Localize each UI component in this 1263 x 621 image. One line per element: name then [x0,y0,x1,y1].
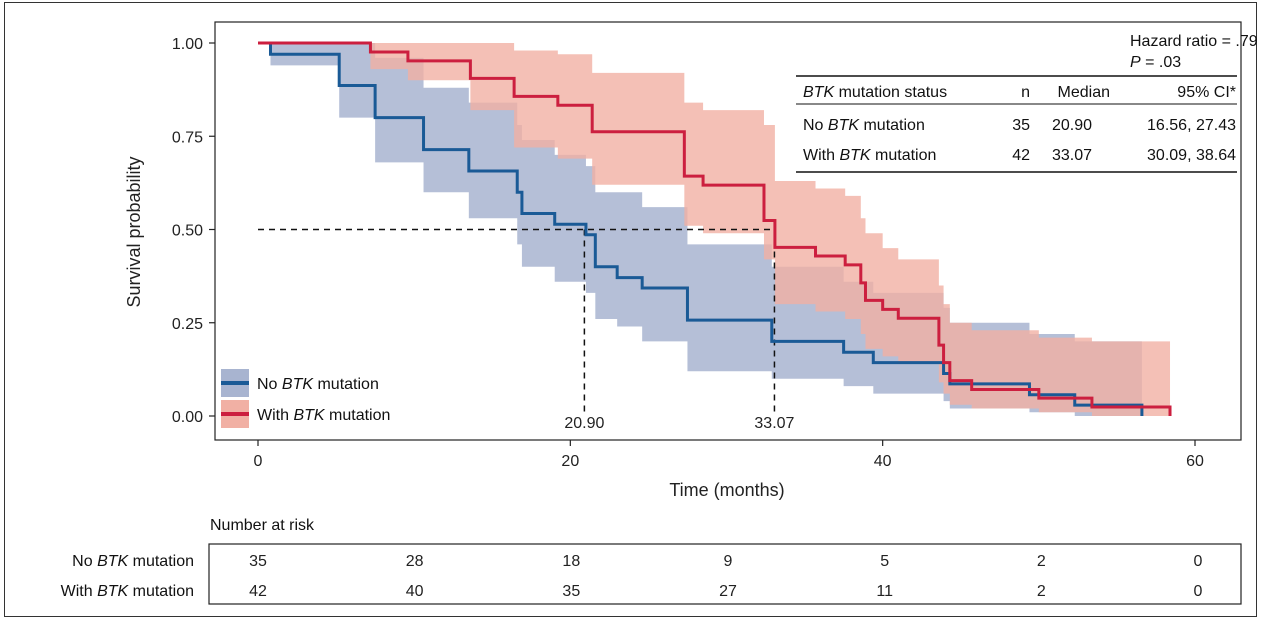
legend-label-with-mutation: With BTK mutation [257,407,390,424]
x-tick-label-2: 40 [874,453,892,470]
risk-value-with_mut-0: 42 [249,583,267,600]
curve-with_mut [258,41,1172,416]
risk-value-with_mut-6: 0 [1194,583,1203,600]
x-tick-label-0: 0 [254,453,263,470]
risk-row-label-with-mutation: With BTK mutation [61,583,194,600]
x-tick-label-3: 60 [1186,453,1204,470]
y-tick-label-0: 0.00 [172,409,203,426]
legend-label-no-mutation: No BTK mutation [257,376,379,393]
median-label-no-mutation: 20.90 [564,415,604,432]
stats-row-no-median: 20.90 [1052,117,1092,134]
stats-header-n: n [1021,84,1030,101]
stats-row-no-n: 35 [1012,117,1030,134]
stats-row-with-median: 33.07 [1052,147,1092,164]
risk-table-values: 35 28 18 9 5 2 0 42 40 35 27 11 2 0 [249,553,1202,600]
p-value-text: P = .03 [1130,54,1181,71]
risk-value-no_mut-6: 0 [1194,553,1203,570]
risk-value-no_mut-3: 9 [724,553,733,570]
stats-row-no-ci: 16.56, 27.43 [1147,117,1236,134]
risk-table-title: Number at risk [210,517,315,534]
median-label-with-mutation: 33.07 [754,415,794,432]
stats-header-ci: 95% CI* [1177,84,1236,101]
risk-value-no_mut-5: 2 [1037,553,1046,570]
risk-row-label-no-mutation: No BTK mutation [72,553,194,570]
risk-value-with_mut-1: 40 [406,583,424,600]
y-axis-title: Survival probability [124,156,144,307]
hazard-ratio-text: Hazard ratio = .79 [1130,33,1258,50]
y-tick-label-2: 0.50 [172,223,203,240]
risk-value-no_mut-0: 35 [249,553,267,570]
risk-value-with_mut-5: 2 [1037,583,1046,600]
risk-value-no_mut-4: 5 [880,553,889,570]
risk-table-box [208,543,1242,605]
stats-row-no-label: No BTK mutation [803,117,925,134]
risk-value-with_mut-2: 35 [562,583,580,600]
stats-header-status: BTK mutation status [803,84,947,101]
y-axis: 0.00 0.25 0.50 0.75 1.00 [172,36,215,426]
p-value: = .03 [1141,54,1182,71]
risk-value-with_mut-4: 11 [876,583,893,600]
stats-table: Hazard ratio = .79 P = .03 BTK mutation … [796,33,1258,173]
x-axis: 0 20 40 60 [254,440,1204,470]
y-tick-label-4: 1.00 [172,36,203,53]
stats-header-gene: BTK [803,84,835,101]
risk-value-no_mut-1: 28 [406,553,424,570]
x-tick-label-1: 20 [561,453,579,470]
stats-header-rest: mutation status [834,84,947,101]
p-label: P [1130,54,1141,71]
risk-value-no_mut-2: 18 [562,553,580,570]
y-tick-label-1: 0.25 [172,316,203,333]
legend: No BTK mutation With BTK mutation [221,369,390,428]
stats-row-with-ci: 30.09, 38.64 [1147,147,1236,164]
risk-value-with_mut-3: 27 [719,583,737,600]
survival-curves [258,41,1172,416]
y-tick-label-3: 0.75 [172,129,203,146]
median-guides [258,228,776,416]
x-axis-title: Time (months) [669,480,784,500]
plot-border [214,21,1242,441]
stats-row-with-label: With BTK mutation [803,147,936,164]
stats-row-with-n: 42 [1012,147,1030,164]
stats-header-median: Median [1058,84,1110,101]
